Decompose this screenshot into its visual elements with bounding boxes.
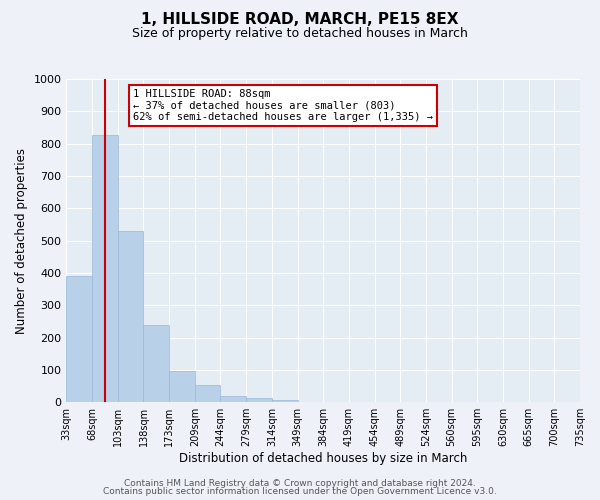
X-axis label: Distribution of detached houses by size in March: Distribution of detached houses by size …	[179, 452, 467, 465]
Text: Size of property relative to detached houses in March: Size of property relative to detached ho…	[132, 28, 468, 40]
Bar	[92, 134, 118, 402]
Y-axis label: Number of detached properties: Number of detached properties	[15, 148, 28, 334]
Bar	[67, 276, 92, 402]
Text: 1, HILLSIDE ROAD, MARCH, PE15 8EX: 1, HILLSIDE ROAD, MARCH, PE15 8EX	[141, 12, 459, 28]
Bar	[118, 231, 143, 402]
Bar	[220, 396, 246, 402]
Bar	[143, 324, 169, 402]
Text: 1 HILLSIDE ROAD: 88sqm
← 37% of detached houses are smaller (803)
62% of semi-de: 1 HILLSIDE ROAD: 88sqm ← 37% of detached…	[133, 88, 433, 122]
Bar	[272, 400, 298, 402]
Bar	[246, 398, 272, 402]
Text: Contains HM Land Registry data © Crown copyright and database right 2024.: Contains HM Land Registry data © Crown c…	[124, 478, 476, 488]
Text: Contains public sector information licensed under the Open Government Licence v3: Contains public sector information licen…	[103, 487, 497, 496]
Bar	[195, 386, 220, 402]
Bar	[169, 371, 195, 402]
